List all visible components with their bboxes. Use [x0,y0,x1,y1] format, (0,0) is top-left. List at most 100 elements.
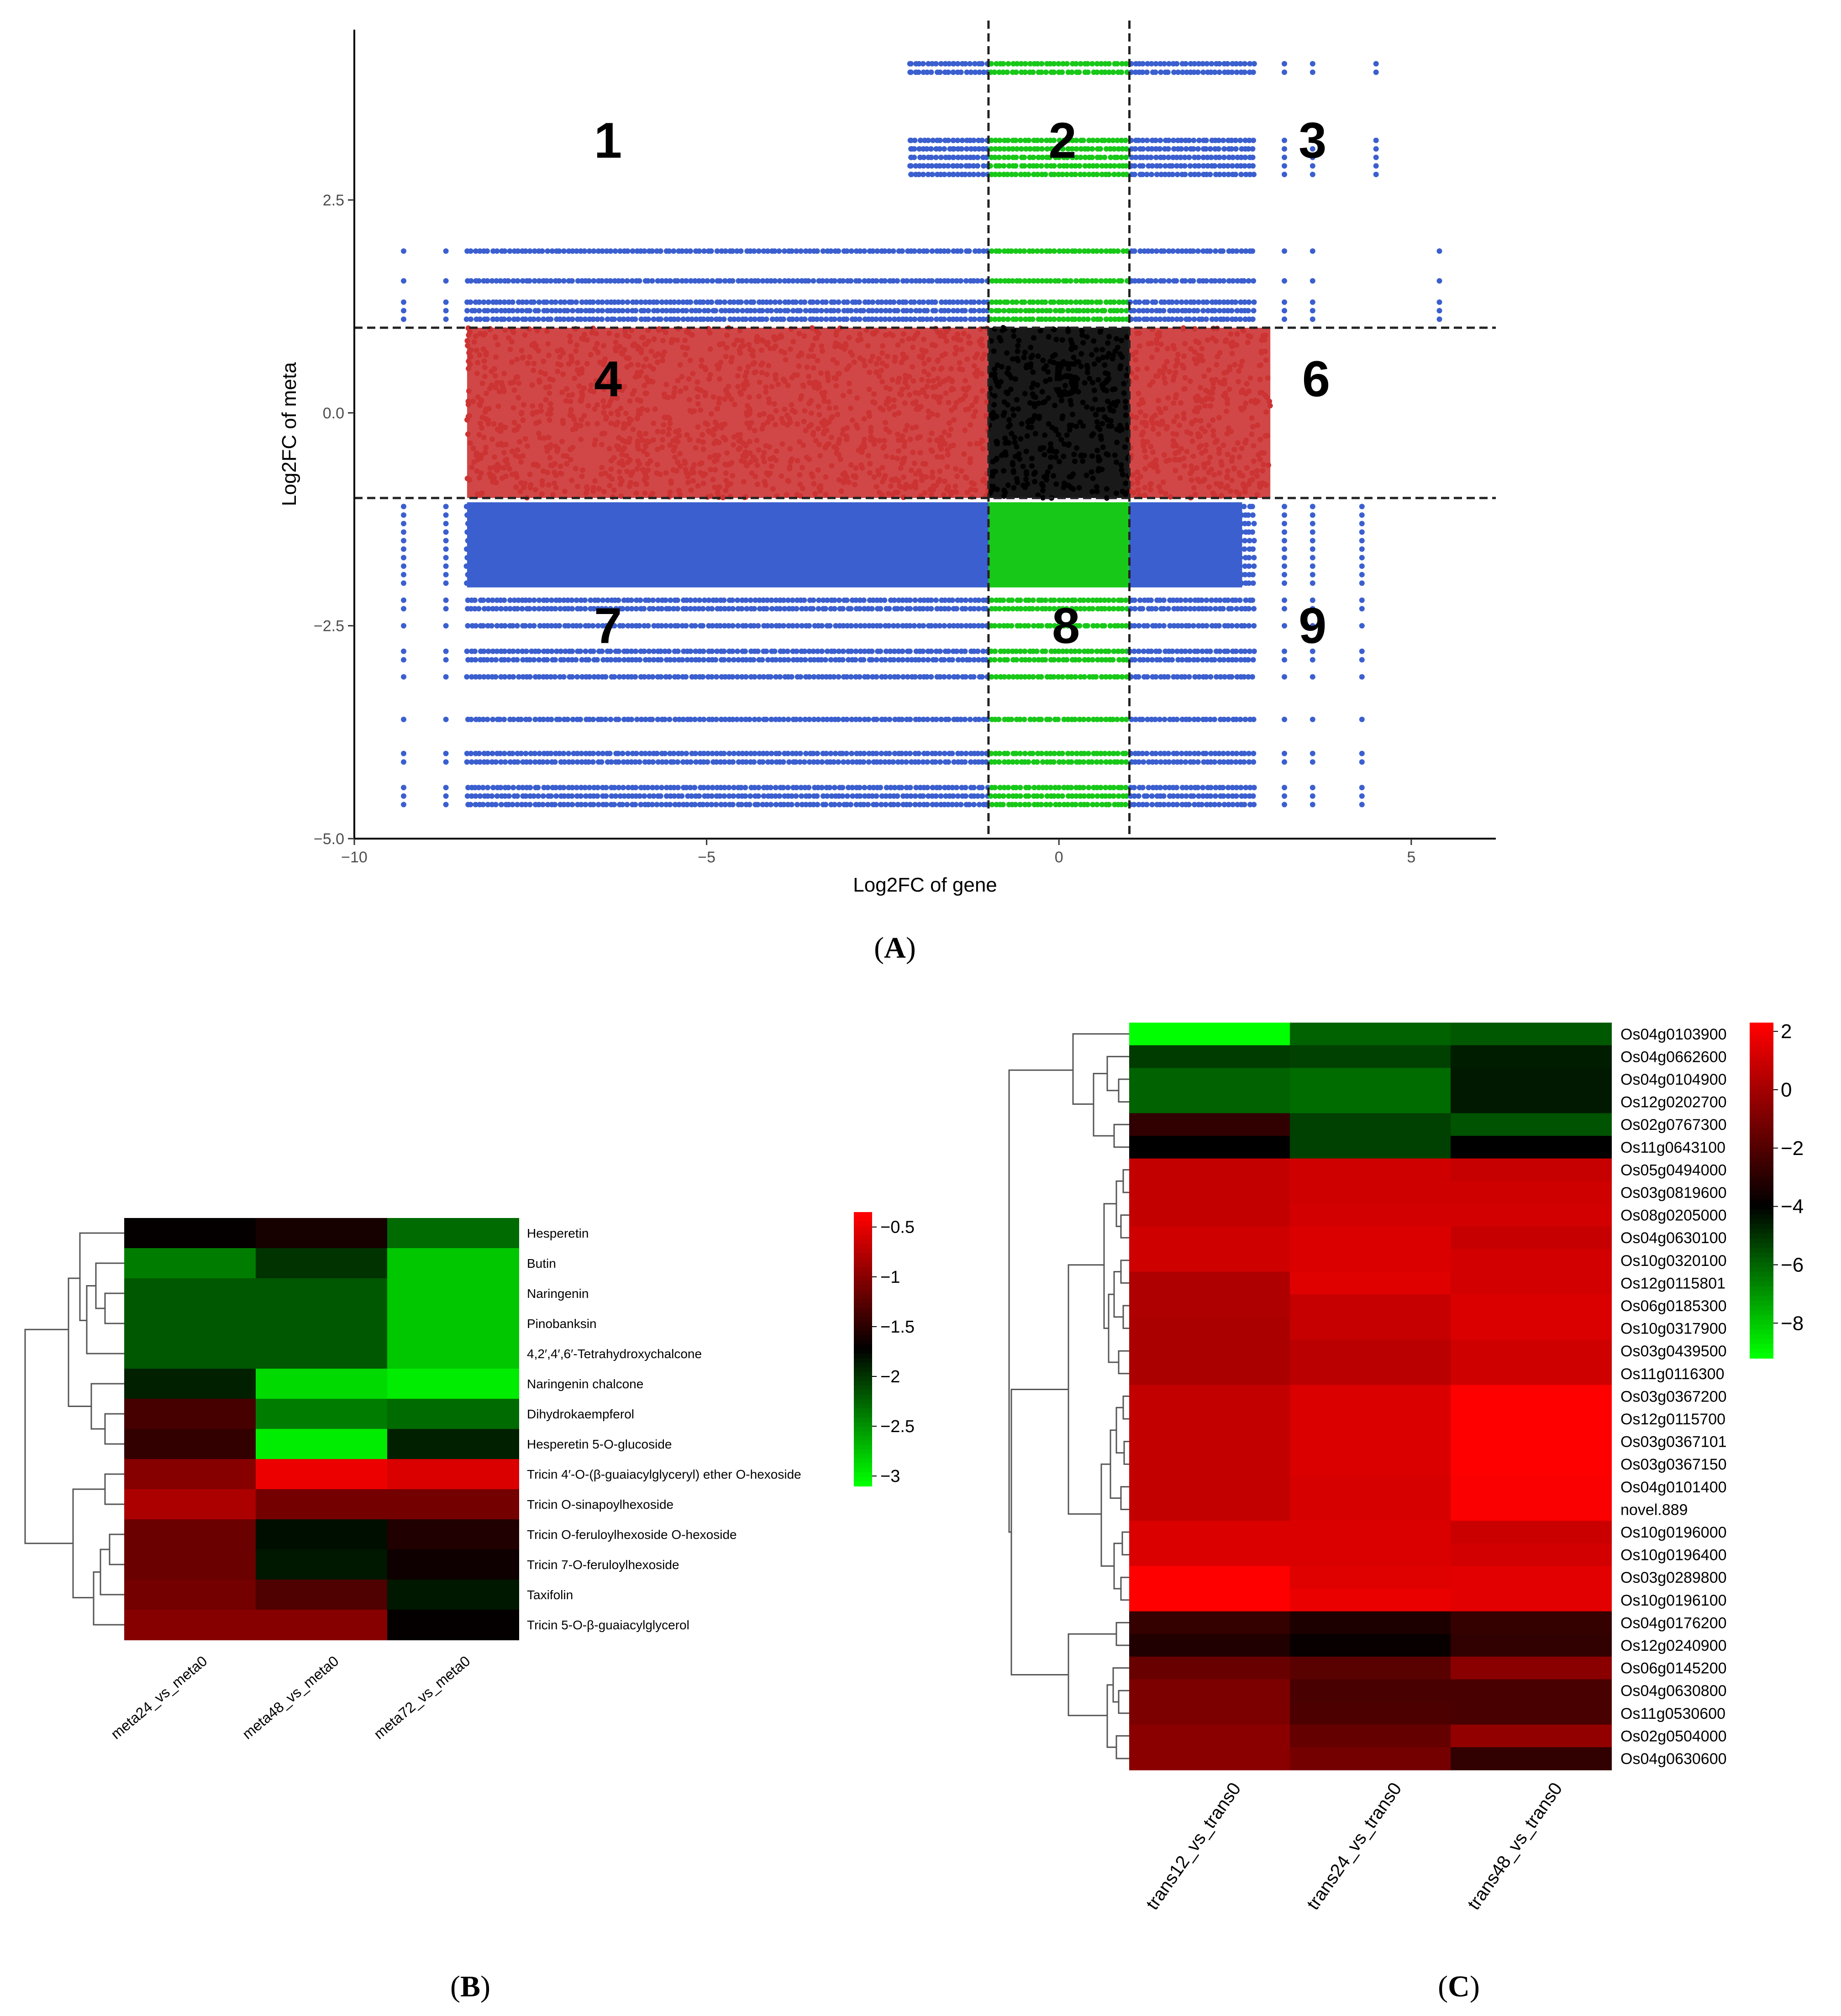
scatter-point [621,316,626,322]
scatter-point [941,163,947,169]
scatter-point [997,137,1003,143]
scatter-point [997,606,1002,612]
scatter-point [807,248,813,254]
scatter-point [1036,154,1041,160]
scatter-point [993,137,999,143]
scatter-point [827,623,833,629]
scatter-point [1107,163,1113,169]
scatter-point [873,751,879,756]
scatter-point [840,648,846,654]
scatter-point [730,674,736,680]
scatter-point [1174,716,1180,722]
scatter-point [1153,146,1159,152]
scatter-point [1005,299,1010,305]
scatter-point [794,623,800,629]
scatter-point [1194,308,1200,314]
scatter-point [531,248,537,254]
scatter-point [1251,137,1256,143]
scatter-point [680,299,686,305]
scatter-point [1195,154,1201,160]
scatter-point [1132,69,1138,75]
scatter-point [1203,316,1209,322]
scatter-point [1110,137,1116,143]
scatter-point [1373,137,1379,143]
scatter-point [549,308,555,314]
scatter-point [1436,248,1442,254]
scatter-point [1114,308,1120,314]
scatter-point [971,154,977,160]
scatter-point [798,674,804,680]
scatter-point [573,248,579,254]
scatter-point [1161,278,1167,284]
scatter-points [401,61,1442,808]
scatter-point [1208,674,1214,680]
scatter-point [1310,504,1315,509]
scatter-point [668,299,673,305]
scatter-point [908,69,914,75]
scatter-point [955,299,961,305]
scatter-point [632,316,638,322]
scatter-point [740,308,746,314]
scatter-point [1436,308,1442,314]
scatter-point [743,299,749,305]
scatter-point [401,657,406,663]
scatter-point [1282,606,1287,612]
scatter-point [908,61,914,67]
scatter-point [730,248,736,254]
scatter-point [523,751,529,756]
scatter-point [1226,172,1231,178]
scatter-point [1069,154,1075,160]
scatter-point [1195,248,1201,254]
scatter-point [1251,563,1257,569]
scatter-point [1005,137,1011,143]
scatter-point [625,751,631,756]
scatter-point [967,163,972,169]
scatter-point [1064,61,1070,67]
scatter-point [1038,716,1044,722]
scatter-point [1119,278,1124,284]
scatter-point [1021,716,1027,722]
scatter-point [1157,657,1163,663]
scatter-point [473,623,479,629]
scatter-point [655,308,661,314]
scatter-point [1178,316,1184,322]
scatter-point [1182,172,1188,178]
scatter-point [700,623,706,629]
scatter-point [1131,248,1137,254]
scatter-point [701,248,707,254]
scatter-point [992,154,998,160]
scatter-point [945,248,951,254]
scatter-point [776,248,782,254]
scatter-point [1436,316,1442,322]
scatter-point [1119,154,1125,160]
scatter-point [992,648,998,654]
scatter-point [1282,154,1287,160]
scatter-point [443,299,449,305]
scatter-point [937,163,943,169]
scatter-point [1119,606,1125,612]
scatter-point [1051,172,1057,178]
scatter-point [777,299,783,305]
scatter-point [582,597,588,603]
scatter-point [1229,308,1235,314]
scatter-point [1089,146,1095,152]
scatter-point [1021,154,1027,160]
scatter-point [1026,172,1031,178]
scatter-point [1018,308,1024,314]
scatter-point [1022,751,1028,756]
scatter-point [1221,308,1227,314]
scatter-point [552,606,558,612]
scatter-point [1171,137,1176,143]
scatter-point [595,248,601,254]
scatter-point [1148,278,1154,284]
scatter-point [501,299,507,305]
scatter-point [1200,308,1206,314]
scatter-point [939,299,945,305]
scatter-point [684,751,689,756]
scatter-point [649,248,655,254]
scatter-point [1251,648,1257,654]
scatter-point [1174,172,1180,178]
scatter-point [1065,248,1071,254]
scatter-point [1057,163,1063,169]
scatter-point [1042,657,1048,663]
